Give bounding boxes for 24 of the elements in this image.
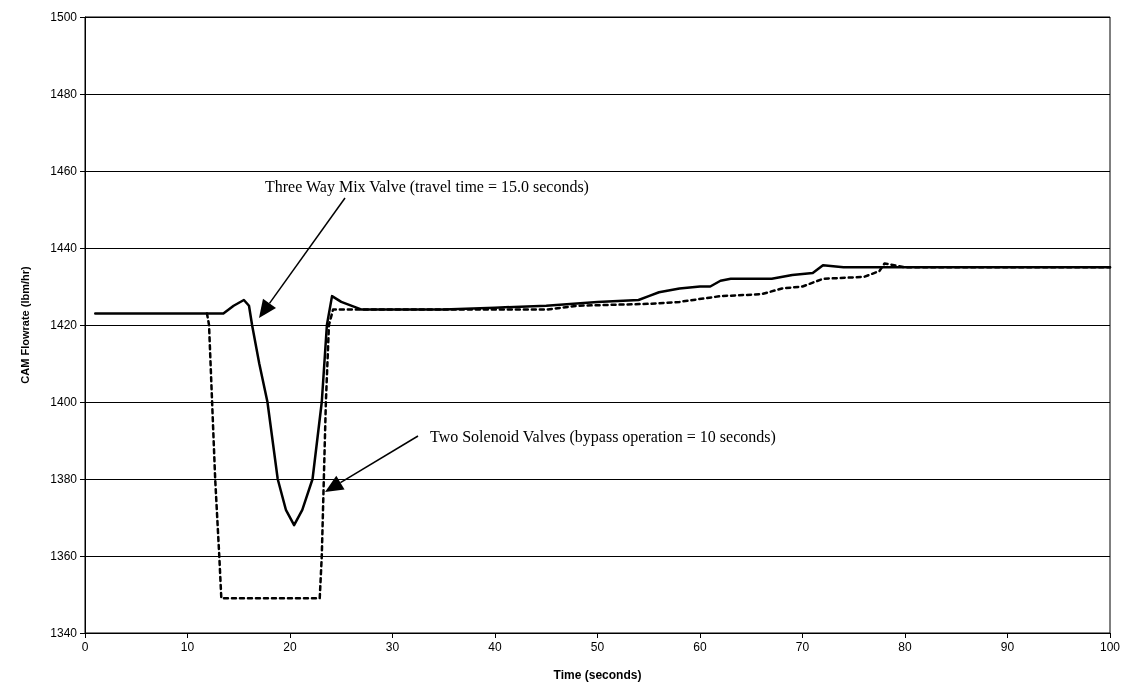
x-tick-label: 50 [590, 640, 605, 654]
y-tick-label: 1460 [50, 164, 78, 178]
y-tick-label: 1340 [50, 626, 78, 640]
x-tick-label: 100 [1099, 640, 1121, 654]
y-tick-label: 1420 [50, 318, 78, 332]
y-tick-label: 1480 [50, 87, 78, 101]
x-tick-label: 0 [81, 640, 89, 654]
x-tick-label: 30 [385, 640, 400, 654]
x-tick-label: 10 [180, 640, 195, 654]
y-tick-label: 1500 [50, 10, 78, 24]
x-tick-label: 90 [1000, 640, 1015, 654]
x-tick-label: 70 [795, 640, 810, 654]
y-tick-label: 1400 [50, 395, 78, 409]
y-tick-label: 1440 [50, 241, 78, 255]
x-axis-title: Time (seconds) [553, 668, 642, 682]
annotation: Two Solenoid Valves (bypass operation = 10 seconds) [430, 427, 776, 446]
x-tick-label: 80 [898, 640, 912, 654]
y-tick-label: 1380 [50, 472, 78, 486]
y-tick-label: 1360 [50, 549, 78, 563]
y-axis-title: CAM Flowrate (lbm/hr) [18, 266, 31, 384]
annotation: Three Way Mix Valve (travel time = 15.0 seconds) [265, 177, 589, 196]
x-tick-label: 60 [693, 640, 707, 654]
x-tick-label: 20 [283, 640, 297, 654]
x-tick-label: 40 [488, 640, 502, 654]
